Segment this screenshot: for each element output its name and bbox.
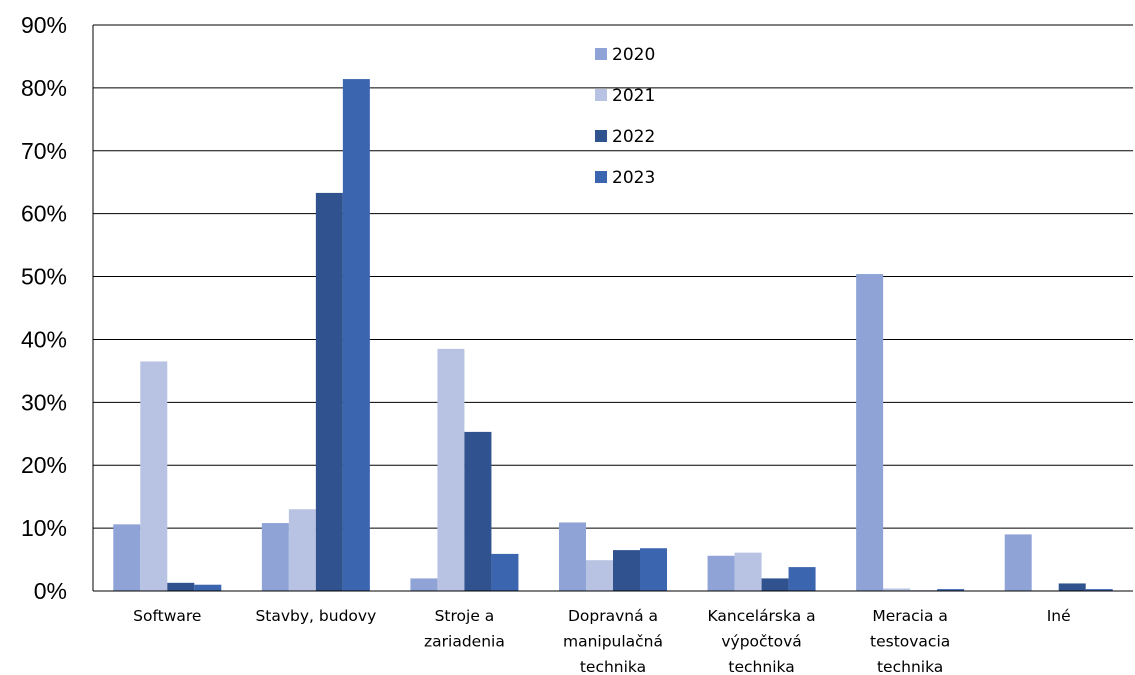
x-category-label: Meracia a testovacia technika: [870, 607, 950, 675]
x-category-label: Kancelárska a výpočtová technika: [707, 607, 815, 675]
bar-2022-3: [613, 550, 640, 591]
axes: [92, 25, 1133, 592]
bar-2022-0: [167, 582, 195, 591]
y-tick-label: 40%: [21, 326, 67, 352]
x-category-label: Iné: [1047, 607, 1071, 625]
y-tick-label: 20%: [21, 452, 67, 478]
bar-2023-0: [194, 584, 222, 591]
legend-label-2023: 2023: [612, 168, 655, 188]
x-category-label: Software: [133, 607, 201, 625]
bar-2023-6: [1085, 589, 1113, 591]
bar-2021-2: [437, 348, 465, 591]
x-category-label: Stavby, budovy: [255, 607, 376, 625]
bar-2020-1: [261, 523, 289, 591]
x-category-label: Dopravná a manipulačná technika: [563, 607, 663, 675]
bars: [113, 79, 1113, 591]
y-tick-label: 10%: [21, 515, 67, 541]
gridlines: [93, 24, 1133, 529]
bar-2020-6: [1004, 534, 1032, 591]
bar-2020-2: [410, 578, 438, 591]
legend-label-2020: 2020: [612, 45, 655, 65]
bar-2023-1: [342, 79, 370, 591]
bar-2020-0: [113, 524, 141, 591]
bar-2023-4: [788, 567, 816, 591]
bar-2020-5: [856, 274, 884, 591]
bar-2023-2: [491, 553, 519, 591]
bar-2020-3: [559, 522, 586, 591]
bar-2020-4: [707, 555, 735, 591]
y-tick-label: 60%: [21, 201, 67, 227]
y-tick-label: 70%: [21, 138, 67, 164]
legend-label-2022: 2022: [612, 127, 655, 147]
bar-2021-3: [586, 560, 613, 591]
y-tick-label: 80%: [21, 75, 67, 101]
bar-2021-5: [883, 588, 911, 591]
x-category-label: Stroje a zariadenia: [424, 607, 505, 651]
bar-2021-1: [288, 509, 316, 591]
bar-2022-1: [315, 192, 343, 591]
legend-label-2021: 2021: [612, 86, 655, 106]
y-tick-label: 30%: [21, 389, 67, 415]
y-tick-label: 0%: [34, 578, 67, 604]
bar-2022-2: [464, 431, 492, 591]
bar-2023-3: [640, 548, 667, 591]
y-axis-tick-labels: 0% 10% 20% 30% 40% 50% 60% 70% 80% 90%: [21, 12, 67, 604]
bar-2022-4: [761, 578, 789, 591]
y-tick-label: 50%: [21, 264, 67, 290]
bar-2021-0: [140, 361, 168, 591]
legend-swatch-2022: [595, 130, 607, 142]
y-tick-label: 90%: [21, 12, 67, 38]
bar-2021-4: [734, 552, 762, 591]
legend-swatch-2020: [595, 48, 607, 60]
x-axis-category-labels: Software Stavby, budovy Stroje a zariadenia…: [133, 607, 1071, 675]
legend: 2020 2021 2022 2023: [595, 45, 655, 188]
legend-swatch-2023: [595, 171, 607, 183]
bar-2022-6: [1058, 583, 1086, 591]
bar-2023-5: [937, 589, 965, 591]
legend-swatch-2021: [595, 89, 607, 101]
